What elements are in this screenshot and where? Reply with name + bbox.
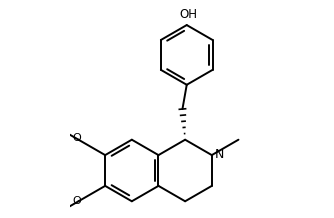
Text: N: N: [214, 148, 224, 161]
Text: O: O: [73, 196, 81, 206]
Text: O: O: [73, 133, 81, 143]
Text: OH: OH: [179, 8, 197, 21]
